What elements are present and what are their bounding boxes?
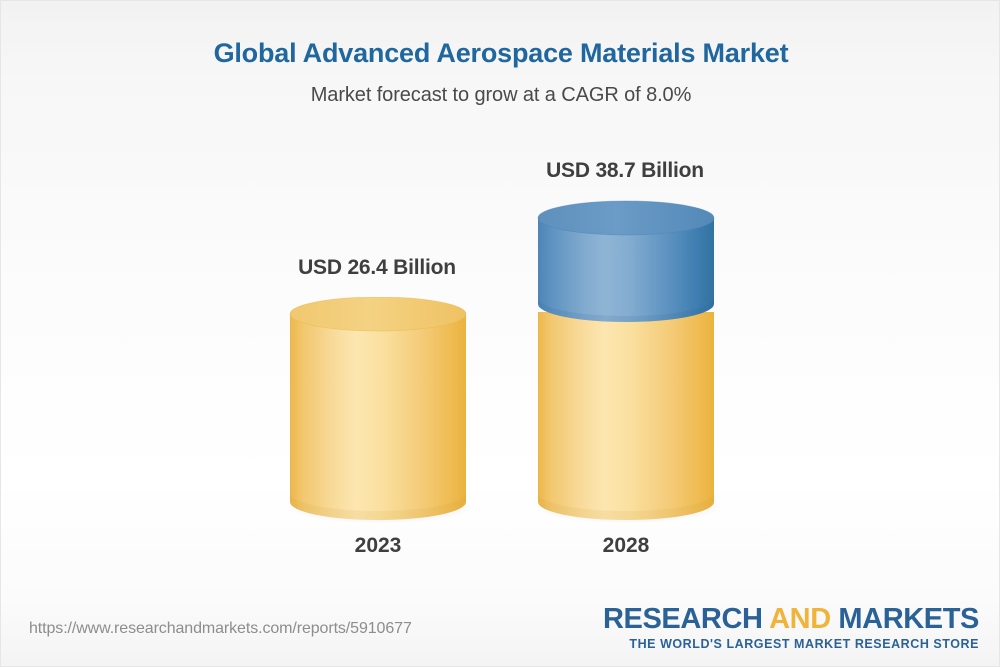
logo-tagline: THE WORLD'S LARGEST MARKET RESEARCH STOR… — [629, 637, 979, 652]
bar-category-label-2023: 2023 — [354, 534, 402, 557]
report-url[interactable]: https://www.researchandmarkets.com/repor… — [29, 620, 412, 637]
logo-word-and: AND — [769, 603, 839, 635]
chart-subtitle: Market forecast to grow at a CAGR of 8.0… — [310, 83, 692, 106]
chart-header: Global Advanced Aerospace Materials Mark… — [1, 1, 999, 107]
chart-plot-area: USD 26.4 Billion — [1, 1, 999, 601]
logo-wordmark: RESEARCH AND MARKETS — [603, 604, 979, 634]
logo-word-research: RESEARCH — [602, 603, 770, 635]
bar-cylinder-2028[interactable] — [537, 200, 715, 522]
bar-category-label-2028: 2028 — [602, 534, 650, 557]
logo-word-markets: MARKETS — [838, 603, 979, 635]
bar-cylinder-2023[interactable] — [289, 297, 467, 522]
page-title: Global Advanced Aerospace Materials Mark… — [213, 38, 789, 68]
bar-value-label-2028: USD 38.7 Billion — [546, 159, 704, 182]
chart-footer: https://www.researchandmarkets.com/repor… — [1, 596, 999, 666]
researchandmarkets-logo[interactable]: RESEARCH AND MARKETS THE WORLD'S LARGEST… — [603, 604, 979, 652]
bar-value-label-2023: USD 26.4 Billion — [298, 256, 456, 279]
